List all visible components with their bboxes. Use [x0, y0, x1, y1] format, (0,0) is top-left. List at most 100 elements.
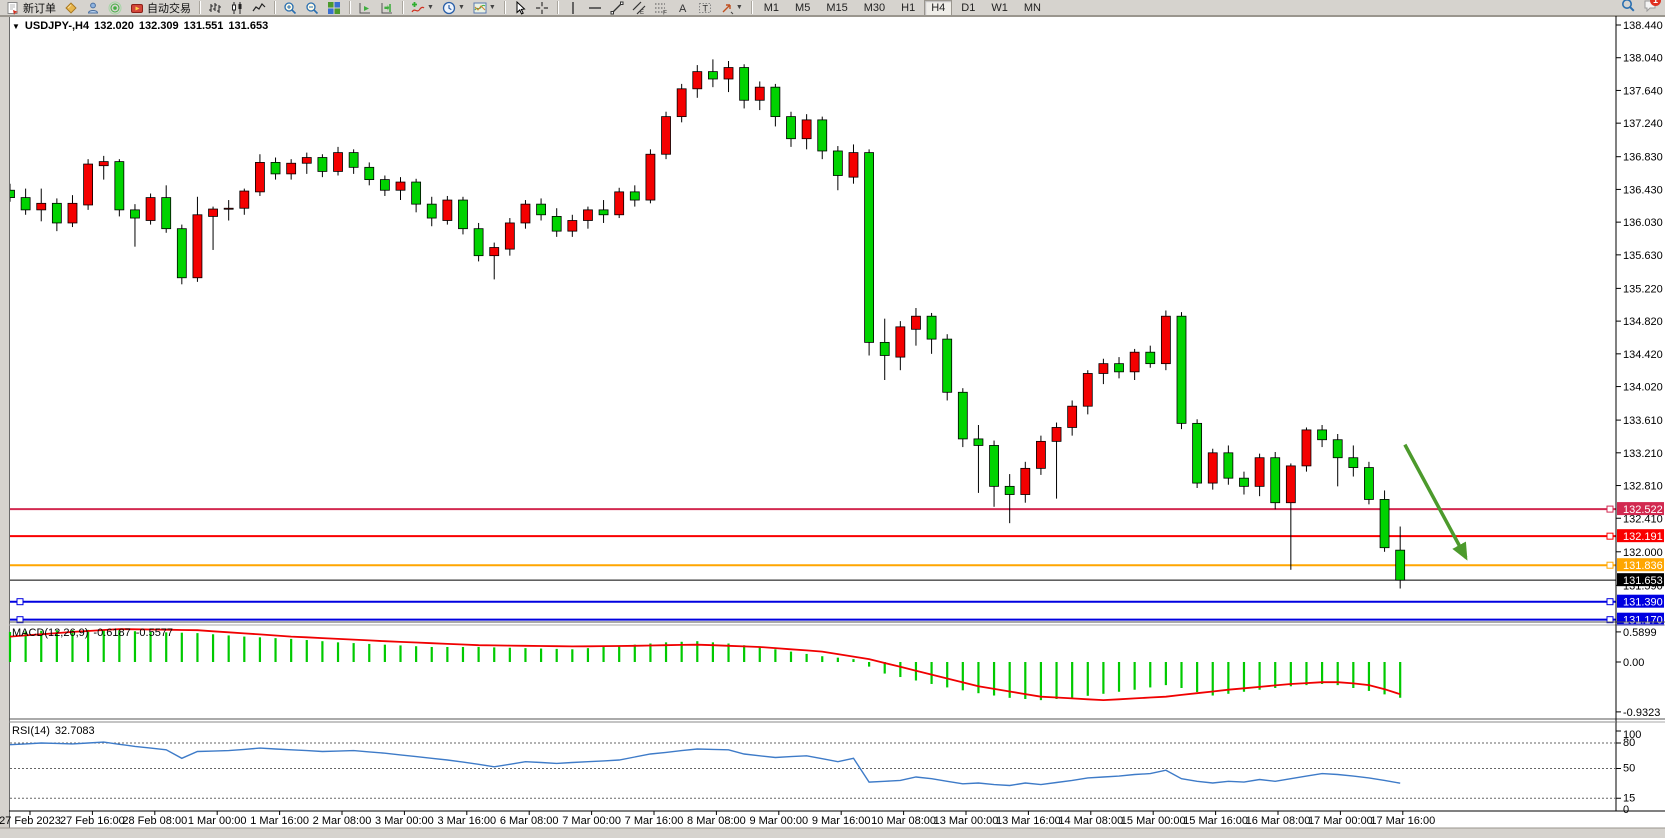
auto-trading-label: 自动交易	[147, 2, 191, 15]
timeframe-w1-button[interactable]: W1	[991, 1, 1008, 14]
timeframe-h4-button[interactable]: H4	[924, 0, 953, 16]
candlestick-chart-button[interactable]	[227, 0, 247, 16]
timeframe-h1-button[interactable]: H1	[901, 1, 916, 14]
chevron-down-icon[interactable]: ▼	[457, 4, 465, 11]
candle-body	[10, 189, 15, 198]
candle-body	[1114, 363, 1124, 373]
macd-axis-tick: 0.5899	[1623, 627, 1657, 639]
candle-body	[848, 152, 859, 178]
candle-body	[801, 119, 812, 140]
toolbar-right-group: 1	[1619, 0, 1663, 17]
notification-badge: 1	[1650, 0, 1661, 6]
auto-scroll-button[interactable]	[355, 0, 375, 16]
candle-body	[520, 203, 531, 224]
candle-body	[1020, 467, 1031, 495]
candle-body	[286, 162, 297, 175]
indicators-icon	[411, 1, 425, 15]
macd-axis-tick: 0.00	[1623, 657, 1644, 669]
candle-body	[83, 163, 93, 206]
line-handle[interactable]	[1606, 532, 1614, 540]
arrow-tools-button[interactable]: ▼	[717, 0, 746, 16]
equidistant-channel-button[interactable]: E	[629, 0, 649, 16]
trendline-icon	[610, 1, 624, 15]
line-handle[interactable]	[1606, 616, 1614, 624]
line-handle[interactable]	[1606, 598, 1614, 606]
auto-trading-icon	[130, 1, 144, 15]
horizontal-line-icon	[588, 1, 602, 15]
timeframe-m1-button[interactable]: M1	[763, 1, 780, 14]
notifications-button[interactable]: 1	[1643, 0, 1661, 17]
time-axis-label: 27 Feb 2023	[0, 815, 61, 827]
candle-body	[911, 315, 921, 330]
down-trend-arrow-annotation[interactable]	[1403, 443, 1468, 561]
symbol-dropdown-icon[interactable]: ▼	[12, 21, 20, 31]
timeframe-m30-button[interactable]: M30	[863, 1, 886, 14]
candle-body	[333, 152, 343, 172]
indicators-button[interactable]: ▼	[408, 0, 437, 16]
candle-body	[1051, 427, 1062, 442]
timeframe-d1-button[interactable]: D1	[961, 1, 976, 14]
zoom-out-button[interactable]	[302, 0, 322, 16]
line-chart-button[interactable]	[249, 0, 269, 16]
price-axis-tick: 132.410	[1623, 513, 1663, 525]
vertical-line-button[interactable]	[563, 0, 583, 16]
templates-button[interactable]: ▼	[470, 0, 499, 16]
text-button[interactable]: A	[673, 0, 693, 16]
fibonacci-button[interactable]: F	[651, 0, 671, 16]
price-chart-canvas[interactable]: 138.440 138.040 137.640 137.240 136.830 136.4…	[0, 16, 1665, 838]
rsi-axis-tick: 80	[1623, 737, 1635, 749]
candle-body	[989, 445, 999, 487]
user-icon	[86, 1, 100, 15]
tile-windows-button[interactable]	[324, 0, 344, 16]
toolbar-separator	[402, 1, 403, 14]
fibonacci-icon: F	[654, 1, 668, 15]
time-axis-label: 10 Mar 08:00	[871, 815, 936, 827]
chevron-down-icon[interactable]: ▼	[735, 4, 743, 11]
chart-shift-button[interactable]	[377, 0, 397, 16]
candle-body	[364, 166, 375, 181]
macd-pane[interactable]	[8, 628, 1402, 702]
text-label-button[interactable]: T	[695, 0, 715, 16]
time-axis-label: 15 Mar 00:00	[1121, 815, 1186, 827]
periods-button[interactable]: ▼	[439, 0, 468, 16]
time-axis-label: 8 Mar 08:00	[687, 815, 746, 827]
chevron-down-icon[interactable]: ▼	[488, 4, 496, 11]
bar-chart-button[interactable]	[205, 0, 225, 16]
crosshair-button[interactable]	[532, 0, 552, 16]
line-handle[interactable]	[16, 598, 24, 606]
chart-high-value: 132.309	[138, 20, 179, 32]
candle-body	[1098, 363, 1109, 374]
horizontal-line-button[interactable]	[585, 0, 605, 16]
line-handle[interactable]	[16, 616, 24, 624]
candle-body	[208, 208, 218, 217]
chart-window-open-button[interactable]	[61, 0, 81, 16]
timeframe-mn-button[interactable]: MN	[1023, 1, 1041, 14]
candlestick-pane[interactable]	[6, 59, 1617, 621]
auto-trading-button[interactable]: 自动交易	[127, 0, 194, 16]
line-handle[interactable]	[1606, 505, 1614, 513]
new-order-button[interactable]: 新订单	[3, 0, 59, 16]
price-line-label	[1617, 502, 1664, 516]
line-handle[interactable]	[1606, 561, 1614, 569]
candle-body	[1207, 452, 1218, 484]
trendline-button[interactable]	[607, 0, 627, 16]
candle-body	[20, 197, 31, 211]
search-button[interactable]	[1621, 0, 1635, 17]
candle-body	[348, 152, 359, 168]
timeframe-m15-button[interactable]: M15	[826, 1, 848, 14]
candle-body	[1332, 439, 1343, 459]
time-axis-label: 7 Mar 16:00	[625, 815, 684, 827]
candle-body	[551, 216, 562, 232]
candle-body	[1348, 457, 1359, 468]
svg-text:F: F	[663, 9, 667, 15]
timeframe-m5-button[interactable]: M5	[795, 1, 811, 14]
rsi-pane[interactable]	[9, 741, 1616, 799]
candle-body	[739, 67, 750, 101]
candle-body	[598, 209, 609, 216]
profile-button[interactable]	[83, 0, 103, 16]
zoom-in-button[interactable]	[280, 0, 300, 16]
cursor-button[interactable]	[510, 0, 530, 16]
signals-button[interactable]	[105, 0, 125, 16]
chevron-down-icon[interactable]: ▼	[427, 4, 434, 11]
time-axis-label: 7 Mar 00:00	[562, 815, 621, 827]
